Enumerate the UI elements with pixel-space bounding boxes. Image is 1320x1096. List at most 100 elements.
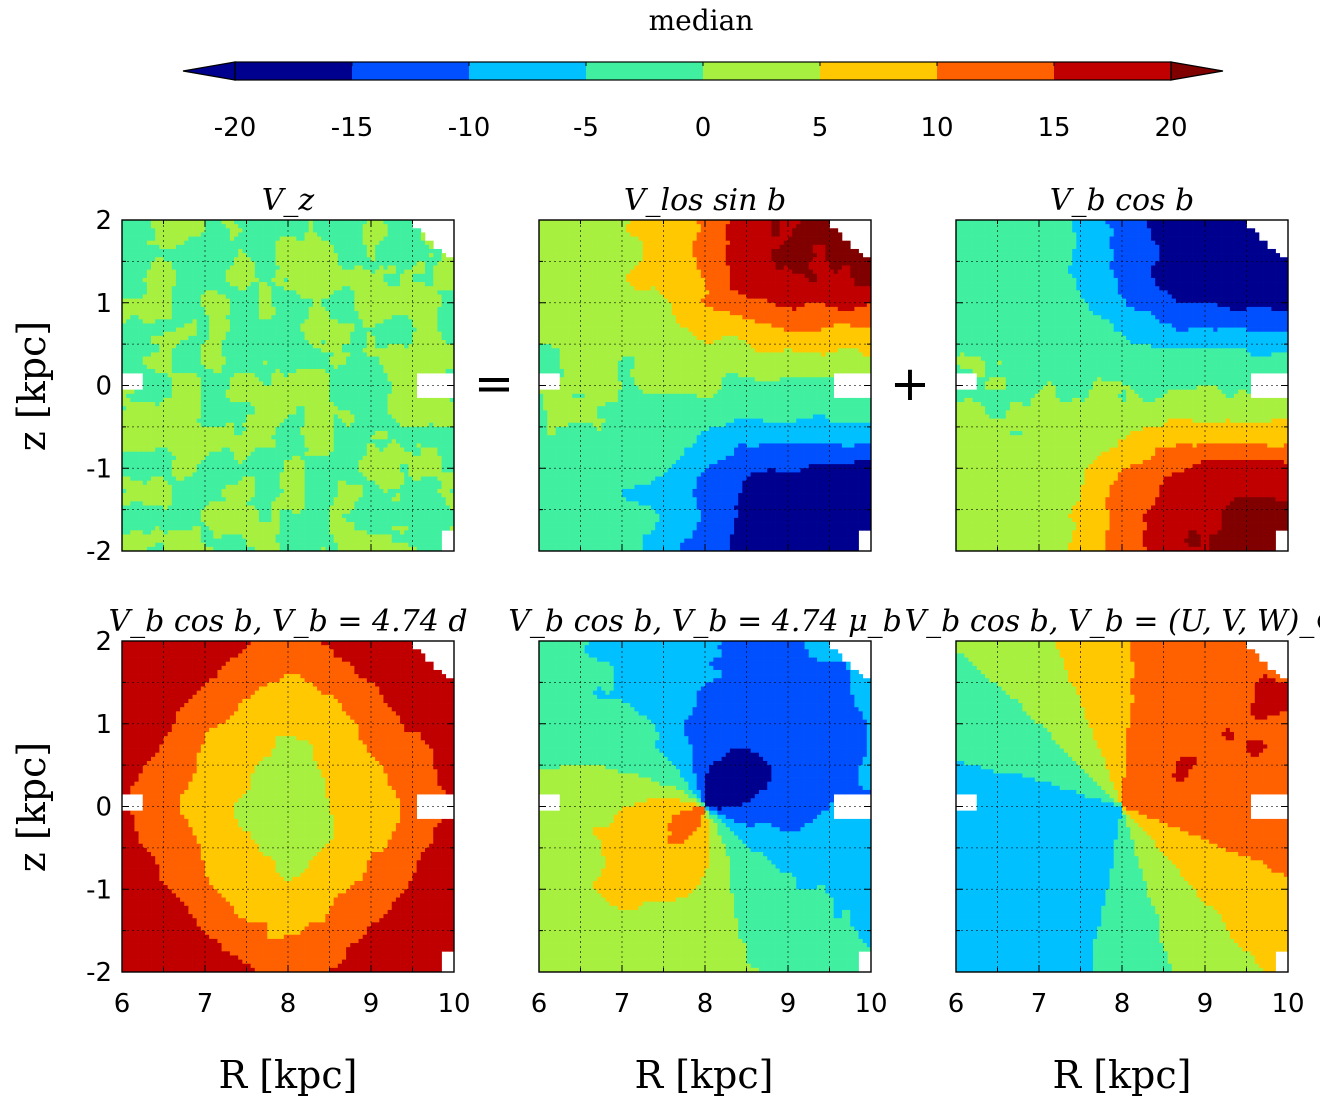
- heatmap-cell: [159, 418, 164, 424]
- heatmap-cell: [337, 236, 343, 242]
- heatmap-cell: [279, 236, 285, 242]
- heatmap-cell: [192, 414, 198, 419]
- heatmap-cell: [300, 323, 305, 328]
- heatmap-cell: [188, 381, 193, 386]
- heatmap-cell: [275, 265, 281, 270]
- heatmap-cell: [317, 368, 322, 374]
- heatmap-cell: [258, 410, 264, 415]
- heatmap-cell: [184, 534, 189, 539]
- heatmap-cell: [180, 414, 185, 419]
- heatmap-cell: [325, 397, 330, 403]
- heatmap-cell: [205, 439, 210, 444]
- heatmap-cell: [275, 501, 281, 506]
- heatmap-cell: [184, 339, 189, 345]
- heatmap-cell: [180, 294, 185, 299]
- heatmap-cell: [308, 464, 314, 469]
- heatmap-cell: [242, 348, 247, 353]
- heatmap-cell: [200, 447, 206, 453]
- heatmap-cell: [375, 298, 380, 304]
- heatmap-cell: [205, 236, 210, 242]
- heatmap-cell: [312, 414, 318, 419]
- heatmap-cell: [346, 530, 351, 535]
- heatmap-cell: [329, 257, 334, 262]
- heatmap-cell: [333, 546, 339, 552]
- heatmap-cell: [283, 273, 289, 279]
- heatmap-cell: [258, 327, 264, 333]
- heatmap-cell: [263, 220, 268, 225]
- heatmap-cell: [312, 443, 318, 448]
- heatmap-cell: [371, 319, 376, 324]
- heatmap-cell: [167, 455, 173, 461]
- heatmap-cell: [296, 505, 301, 510]
- heatmap-cell: [151, 236, 156, 242]
- heatmap-cell: [288, 344, 293, 349]
- heatmap-cell: [242, 488, 247, 494]
- heatmap-cell: [375, 534, 380, 539]
- heatmap-cell: [354, 306, 359, 312]
- heatmap-cell: [333, 443, 339, 448]
- heatmap-cell: [254, 546, 260, 552]
- heatmap-cell: [134, 240, 139, 246]
- heatmap-cell: [229, 402, 235, 407]
- heatmap-cell: [205, 257, 210, 262]
- heatmap-cell: [275, 451, 281, 457]
- heatmap-cell: [159, 534, 164, 539]
- heatmap-cell: [271, 509, 276, 515]
- heatmap-cell: [146, 261, 152, 266]
- heatmap-cell: [358, 501, 364, 506]
- heatmap-cell: [258, 389, 264, 395]
- heatmap-cell: [151, 517, 156, 523]
- heatmap-cell: [312, 220, 318, 225]
- colorbar-segment: [937, 62, 1055, 80]
- heatmap-cell: [254, 534, 260, 539]
- heatmap-cell: [288, 426, 293, 432]
- heatmap-cell: [337, 273, 343, 279]
- heatmap-cell: [238, 335, 243, 341]
- heatmap-cell: [362, 253, 368, 258]
- heatmap-cell: [151, 368, 156, 374]
- heatmap-cell: [171, 377, 177, 382]
- heatmap-cell: [296, 311, 301, 316]
- heatmap-cell: [283, 443, 289, 448]
- heatmap-cell: [221, 493, 227, 498]
- heatmap-cell: [213, 248, 218, 254]
- heatmap-cell: [317, 406, 322, 411]
- heatmap-cell: [375, 501, 380, 506]
- heatmap-cell: [171, 335, 177, 341]
- heatmap-cell: [175, 418, 181, 424]
- heatmap-cell: [337, 294, 343, 299]
- heatmap-cell: [234, 464, 239, 469]
- heatmap-cell: [312, 542, 318, 548]
- heatmap-cell: [346, 464, 351, 469]
- heatmap-cell: [283, 451, 289, 457]
- heatmap-cell: [263, 257, 268, 262]
- heatmap-cell: [184, 443, 189, 448]
- heatmap-cell: [242, 484, 247, 490]
- heatmap-cell: [180, 476, 185, 482]
- heatmap-cell: [371, 232, 376, 237]
- heatmap-cell: [246, 290, 251, 295]
- heatmap-cell: [200, 451, 206, 457]
- heatmap-cell: [279, 335, 285, 341]
- heatmap-cell: [180, 311, 185, 316]
- heatmap-cell: [267, 459, 272, 465]
- heatmap-cell: [267, 311, 272, 316]
- heatmap-cell: [254, 542, 260, 548]
- heatmap-cell: [242, 513, 247, 519]
- heatmap-cell: [308, 410, 314, 415]
- heatmap-cell: [126, 447, 131, 453]
- heatmap-cell: [175, 269, 181, 275]
- heatmap-cell: [142, 426, 148, 432]
- heatmap-cell: [192, 302, 198, 308]
- heatmap-cell: [321, 294, 326, 299]
- heatmap-cell: [366, 319, 372, 324]
- heatmap-cell: [234, 240, 239, 246]
- heatmap-cell: [346, 364, 351, 370]
- heatmap-cell: [200, 488, 206, 494]
- heatmap-cell: [317, 356, 322, 362]
- heatmap-cell: [300, 232, 305, 237]
- heatmap-cell: [321, 244, 326, 250]
- heatmap-cell: [254, 315, 260, 320]
- heatmap-cell: [312, 298, 318, 304]
- heatmap-cell: [200, 381, 206, 386]
